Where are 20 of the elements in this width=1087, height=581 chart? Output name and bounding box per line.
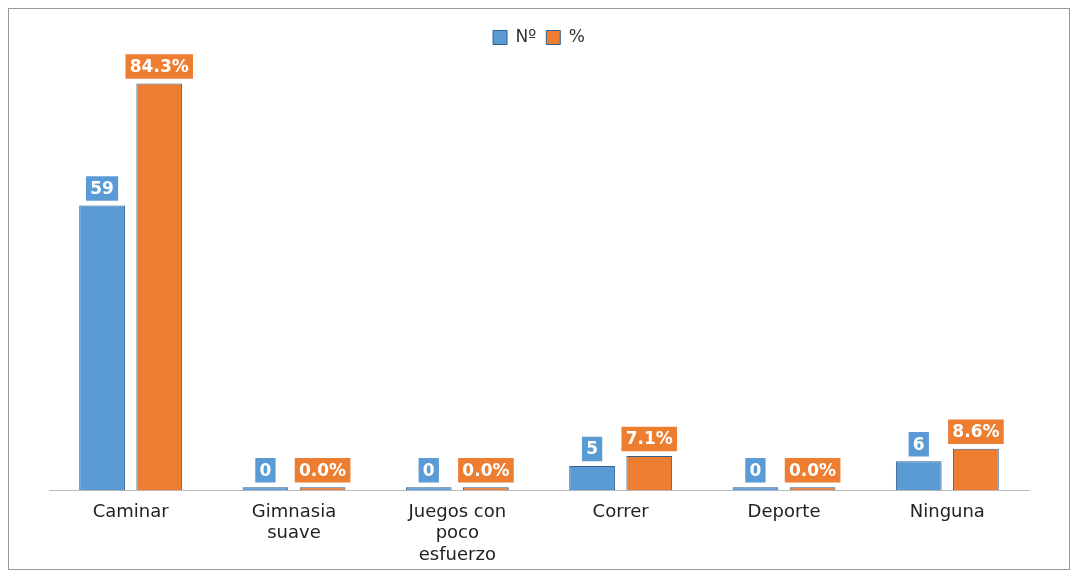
data-label: 0 bbox=[259, 459, 272, 480]
data-label: 59 bbox=[90, 177, 114, 198]
x-tick-label: Correr bbox=[592, 499, 650, 521]
x-tick-label: Gimnasia suave bbox=[251, 499, 337, 543]
data-label: 5 bbox=[586, 438, 599, 459]
data-label: 84.3% bbox=[129, 55, 189, 76]
data-label: 0 bbox=[422, 459, 435, 480]
x-tick-label: Juegos con poco esfuerzo bbox=[407, 499, 507, 564]
legend-label: % bbox=[568, 25, 585, 46]
x-tick-label: Ninguna bbox=[909, 499, 985, 521]
legend-label: Nº bbox=[515, 25, 537, 46]
data-label: 7.1% bbox=[625, 428, 673, 449]
data-label: 0 bbox=[749, 459, 762, 480]
data-label: 0.0% bbox=[462, 459, 510, 480]
x-tick-label: Deporte bbox=[747, 499, 821, 521]
data-label: 0.0% bbox=[789, 459, 837, 480]
data-label: 0.0% bbox=[299, 459, 347, 480]
data-label: 8.6% bbox=[952, 421, 1000, 442]
x-tick-label: Caminar bbox=[92, 499, 170, 521]
data-label: 6 bbox=[912, 433, 925, 454]
